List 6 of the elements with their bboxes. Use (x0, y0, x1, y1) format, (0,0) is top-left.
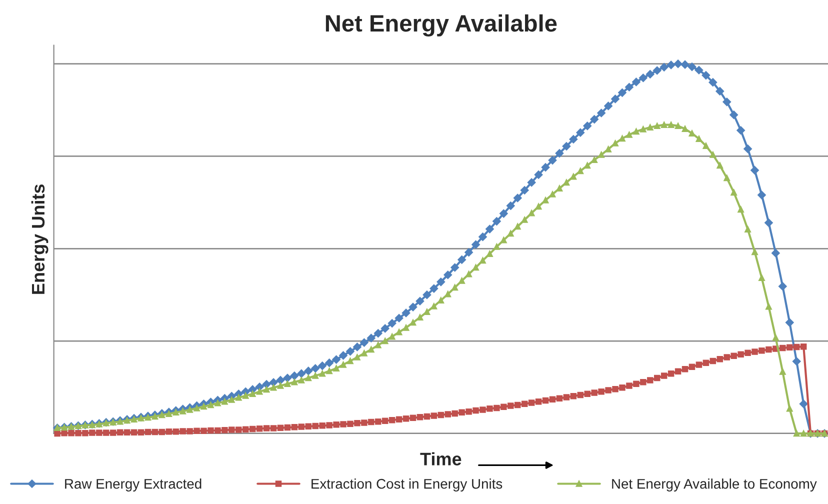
chart-title: Net Energy Available (326, 14, 557, 36)
legend-label: Extraction Cost in Energy Units (312, 478, 502, 492)
legend-label: Raw Energy Extracted (65, 478, 202, 492)
x-axis-title: Time (420, 452, 462, 466)
y-axis-title: Energy Units (31, 184, 48, 294)
legend-label: Net Energy Available to Economy (612, 478, 817, 492)
